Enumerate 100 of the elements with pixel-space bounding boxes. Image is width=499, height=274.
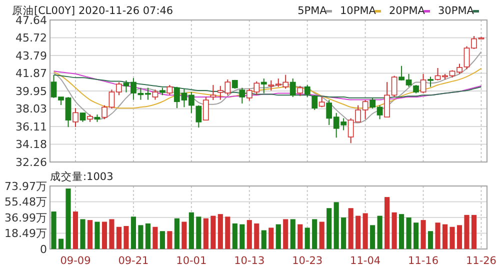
- candlestick: [239, 87, 246, 104]
- legend-label: 5PMA: [298, 5, 328, 17]
- bar: [442, 224, 448, 249]
- y-tick-label: 34.18: [16, 138, 47, 152]
- y-tick-label: 32.26: [16, 156, 47, 169]
- y-tick-label: 73.97万: [4, 180, 47, 193]
- y-tick-label: 43.79: [16, 49, 47, 62]
- bar: [87, 220, 93, 249]
- bar: [276, 224, 281, 249]
- bar: [152, 226, 158, 249]
- legend-label: 10PMA: [340, 5, 377, 17]
- bar: [138, 225, 144, 249]
- x-tick-label: 09-09: [60, 255, 91, 267]
- bar: [450, 226, 455, 249]
- bar: [304, 228, 310, 249]
- bar: [435, 222, 440, 249]
- bar: [334, 202, 339, 249]
- bar: [298, 224, 303, 249]
- bar: [428, 231, 434, 249]
- candlestick: [210, 84, 216, 101]
- bar: [312, 219, 318, 249]
- bar: [254, 223, 260, 249]
- x-tick-label: 11-04: [350, 255, 381, 267]
- x-tick-label: 10-01: [176, 255, 207, 267]
- candlestick: [428, 76, 434, 88]
- y-tick-label: 36.99万: [4, 211, 47, 224]
- y-tick-label: 38.03: [16, 102, 47, 116]
- bar: [341, 217, 346, 249]
- bar: [80, 219, 86, 249]
- bar: [456, 225, 462, 249]
- bar: [182, 222, 187, 249]
- bar: [210, 216, 216, 249]
- bar: [188, 212, 194, 249]
- x-tick-label: 09-21: [118, 255, 149, 267]
- bar: [268, 228, 274, 249]
- bar: [218, 214, 223, 249]
- bar: [348, 208, 354, 249]
- bar: [406, 217, 412, 249]
- bar: [232, 223, 238, 249]
- bar: [124, 226, 129, 249]
- bar: [356, 216, 361, 249]
- bar: [290, 219, 296, 249]
- bar: [102, 222, 108, 249]
- candlestick: [152, 89, 158, 100]
- bar: [319, 222, 324, 249]
- x-tick-label: 11-16: [408, 255, 439, 267]
- chart-title: 成交量:1003: [50, 170, 114, 183]
- y-tick-label: 45.72: [16, 32, 47, 45]
- bar: [130, 216, 136, 249]
- legend-label: 20PMA: [389, 5, 426, 17]
- bar: [399, 214, 404, 249]
- bar: [240, 224, 245, 249]
- chart-title: 原油[CL00Y] 2020-11-26 07:46: [12, 4, 174, 17]
- candlestick: [202, 96, 209, 121]
- bar: [420, 220, 426, 249]
- candlestick: [318, 96, 325, 108]
- bar: [66, 188, 71, 249]
- y-tick-label: 18.49万: [4, 227, 47, 240]
- candlestick: [196, 104, 202, 128]
- x-tick-label: 10-23: [292, 255, 323, 267]
- bar: [160, 231, 165, 249]
- bar: [362, 213, 368, 249]
- bar: [174, 218, 180, 249]
- candlestick: [420, 73, 426, 94]
- bar: [283, 219, 288, 249]
- y-tick-label: 55.48万: [4, 196, 47, 209]
- bar: [51, 212, 56, 249]
- bar: [145, 223, 150, 249]
- bar: [384, 197, 390, 249]
- bar: [326, 208, 332, 249]
- y-tick-label: 36.11: [16, 120, 47, 134]
- bar: [471, 214, 477, 249]
- candlestick: [304, 84, 310, 98]
- candlestick: [297, 85, 304, 97]
- bar: [225, 216, 230, 249]
- bar: [261, 230, 266, 249]
- y-tick-label: 39.95: [16, 84, 47, 98]
- candlestick: [312, 94, 318, 110]
- bar: [109, 219, 114, 249]
- y-tick-label: 0: [40, 242, 47, 256]
- bar: [167, 231, 172, 249]
- candlestick: [290, 78, 296, 98]
- bar: [94, 222, 100, 249]
- bar: [377, 216, 382, 249]
- bar: [464, 214, 470, 249]
- bar: [58, 238, 64, 249]
- candlestick: [260, 78, 267, 94]
- bar: [116, 226, 122, 249]
- candlestick: [166, 84, 173, 96]
- legend-label: 30PMA: [438, 5, 475, 17]
- bar: [72, 212, 78, 249]
- y-tick-label: 41.87: [16, 67, 47, 80]
- bar: [413, 222, 419, 249]
- candlestick: [80, 112, 86, 122]
- x-tick-label: 10-13: [234, 255, 265, 267]
- candlestick: [72, 108, 78, 128]
- bar: [246, 220, 252, 249]
- bar: [203, 218, 208, 249]
- bar: [392, 212, 397, 249]
- bar: [370, 225, 376, 249]
